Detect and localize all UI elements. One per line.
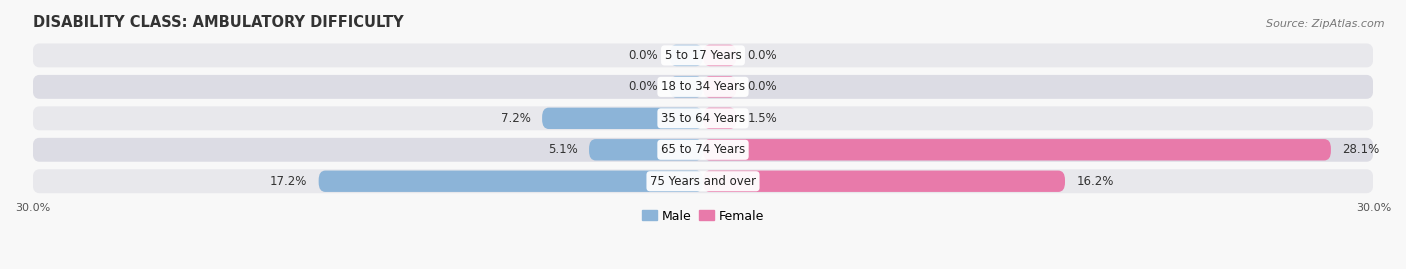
FancyBboxPatch shape <box>32 106 1374 130</box>
Text: 0.0%: 0.0% <box>628 49 658 62</box>
Text: 7.2%: 7.2% <box>501 112 531 125</box>
Text: 65 to 74 Years: 65 to 74 Years <box>661 143 745 156</box>
FancyBboxPatch shape <box>32 44 1374 67</box>
Text: 0.0%: 0.0% <box>748 49 778 62</box>
Text: 1.5%: 1.5% <box>748 112 778 125</box>
FancyBboxPatch shape <box>669 45 703 66</box>
FancyBboxPatch shape <box>703 108 737 129</box>
Text: 5 to 17 Years: 5 to 17 Years <box>665 49 741 62</box>
Text: 18 to 34 Years: 18 to 34 Years <box>661 80 745 93</box>
Text: 16.2%: 16.2% <box>1076 175 1114 188</box>
FancyBboxPatch shape <box>589 139 703 161</box>
Text: Source: ZipAtlas.com: Source: ZipAtlas.com <box>1267 19 1385 29</box>
FancyBboxPatch shape <box>703 139 1331 161</box>
FancyBboxPatch shape <box>319 171 703 192</box>
FancyBboxPatch shape <box>703 76 737 98</box>
Text: 0.0%: 0.0% <box>628 80 658 93</box>
FancyBboxPatch shape <box>669 76 703 98</box>
FancyBboxPatch shape <box>703 171 1064 192</box>
FancyBboxPatch shape <box>32 169 1374 193</box>
Text: 28.1%: 28.1% <box>1343 143 1379 156</box>
Text: 35 to 64 Years: 35 to 64 Years <box>661 112 745 125</box>
Legend: Male, Female: Male, Female <box>637 205 769 228</box>
Text: 17.2%: 17.2% <box>270 175 308 188</box>
FancyBboxPatch shape <box>543 108 703 129</box>
Text: 0.0%: 0.0% <box>748 80 778 93</box>
Text: 5.1%: 5.1% <box>548 143 578 156</box>
FancyBboxPatch shape <box>32 138 1374 162</box>
Text: 75 Years and over: 75 Years and over <box>650 175 756 188</box>
FancyBboxPatch shape <box>32 75 1374 99</box>
FancyBboxPatch shape <box>703 45 737 66</box>
Text: DISABILITY CLASS: AMBULATORY DIFFICULTY: DISABILITY CLASS: AMBULATORY DIFFICULTY <box>32 15 404 30</box>
